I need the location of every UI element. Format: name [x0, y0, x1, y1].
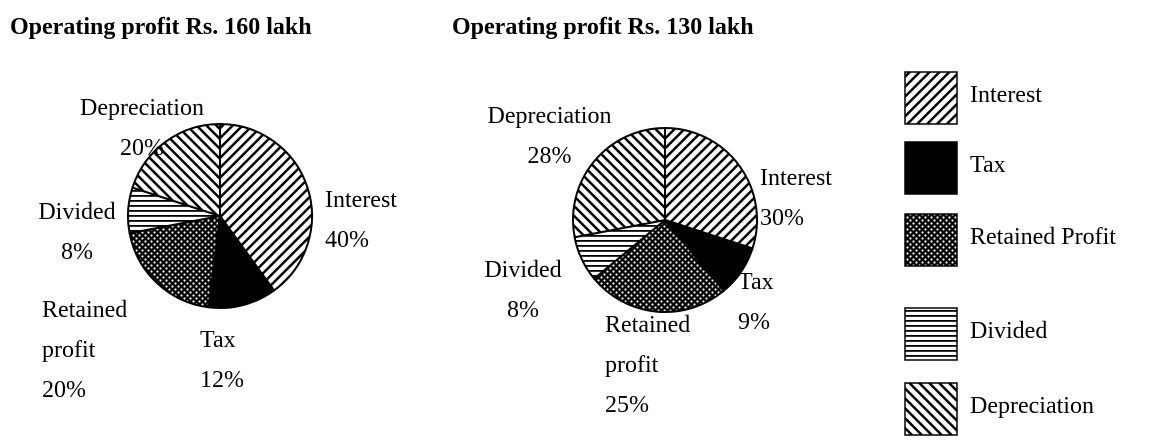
slice-value-label: 20% [120, 135, 164, 161]
legend-label: Tax [970, 152, 1006, 178]
slice-value-label: 20% [42, 377, 86, 403]
slice-category: Interest [325, 187, 397, 213]
slice-category: Divided [38, 199, 116, 225]
slice-value-label: 30% [760, 205, 804, 231]
legend-swatch [904, 71, 958, 125]
slice-value-label: 25% [605, 392, 649, 418]
pie-slice [572, 126, 666, 239]
slice-category: Retained profit [605, 312, 691, 378]
slice-label: Interest 40% [325, 180, 465, 260]
pie-slice [664, 126, 758, 250]
slice-label: Depreciation 28% [462, 96, 637, 176]
legend-label: Depreciation [970, 393, 1094, 419]
slice-category: Tax [200, 327, 236, 353]
legend-swatch [904, 213, 958, 267]
chart-title: Operating profit Rs. 160 lakh [10, 14, 312, 40]
slice-label: Tax 9% [738, 262, 798, 342]
pie-slice [207, 213, 276, 309]
slice-value-label: 12% [200, 367, 244, 393]
slice-category: Divided [484, 257, 562, 283]
legend-label: Interest [970, 82, 1042, 108]
slice-label: Depreciation 20% [62, 88, 222, 168]
slice-category: Depreciation [487, 103, 612, 129]
slice-value-label: 9% [738, 309, 770, 335]
slice-label: Tax 12% [200, 320, 280, 400]
pie-slice [128, 214, 222, 309]
chart-title: Operating profit Rs. 130 lakh [452, 14, 754, 40]
slice-category: Interest [760, 165, 832, 191]
slice-label: Retained profit 25% [605, 305, 725, 425]
slice-category: Depreciation [80, 95, 204, 121]
pie-slice [131, 122, 221, 218]
slice-label: Divided 8% [468, 250, 578, 330]
slice-label: Interest 30% [760, 158, 880, 238]
legend-swatch [904, 382, 958, 436]
slice-label: Divided 8% [12, 192, 142, 272]
slice-value-label: 8% [507, 297, 539, 323]
legend-label: Retained Profit [970, 224, 1116, 250]
slice-label: Retained profit 20% [42, 290, 162, 410]
slice-category: Retained profit [42, 297, 128, 363]
slice-value-label: 40% [325, 227, 369, 253]
legend-swatch [904, 141, 958, 195]
slice-value-label: 28% [527, 143, 572, 169]
legend-label: Divided [970, 318, 1048, 344]
pie-slice [592, 218, 726, 313]
legend-swatch [904, 307, 958, 361]
slice-category: Tax [738, 269, 774, 295]
pie-slice [219, 122, 313, 292]
slice-value-label: 8% [61, 239, 93, 265]
